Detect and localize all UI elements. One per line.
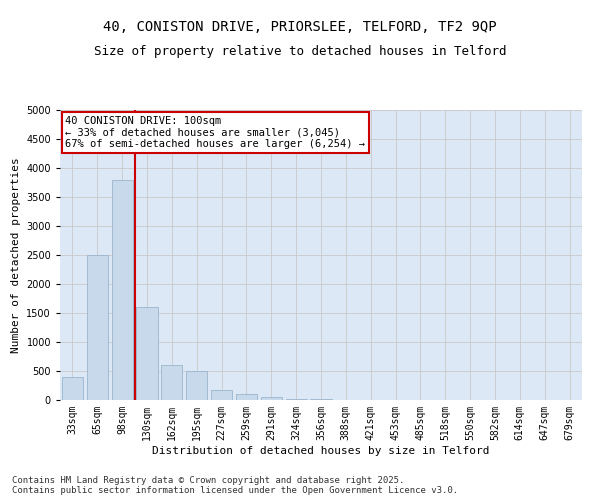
Bar xyxy=(286,399,307,400)
Text: 40, CONISTON DRIVE, PRIORSLEE, TELFORD, TF2 9QP: 40, CONISTON DRIVE, PRIORSLEE, TELFORD, … xyxy=(103,20,497,34)
Bar xyxy=(136,307,158,400)
Text: Size of property relative to detached houses in Telford: Size of property relative to detached ho… xyxy=(94,45,506,58)
Text: 40 CONISTON DRIVE: 100sqm
← 33% of detached houses are smaller (3,045)
67% of se: 40 CONISTON DRIVE: 100sqm ← 33% of detac… xyxy=(65,116,365,149)
Bar xyxy=(161,365,182,400)
Bar xyxy=(186,371,207,400)
Bar xyxy=(112,180,133,400)
Y-axis label: Number of detached properties: Number of detached properties xyxy=(11,157,20,353)
Bar xyxy=(87,255,108,400)
Text: Contains HM Land Registry data © Crown copyright and database right 2025.
Contai: Contains HM Land Registry data © Crown c… xyxy=(12,476,458,495)
X-axis label: Distribution of detached houses by size in Telford: Distribution of detached houses by size … xyxy=(152,446,490,456)
Bar xyxy=(211,390,232,400)
Bar xyxy=(236,394,257,400)
Bar xyxy=(62,377,83,400)
Bar xyxy=(261,397,282,400)
